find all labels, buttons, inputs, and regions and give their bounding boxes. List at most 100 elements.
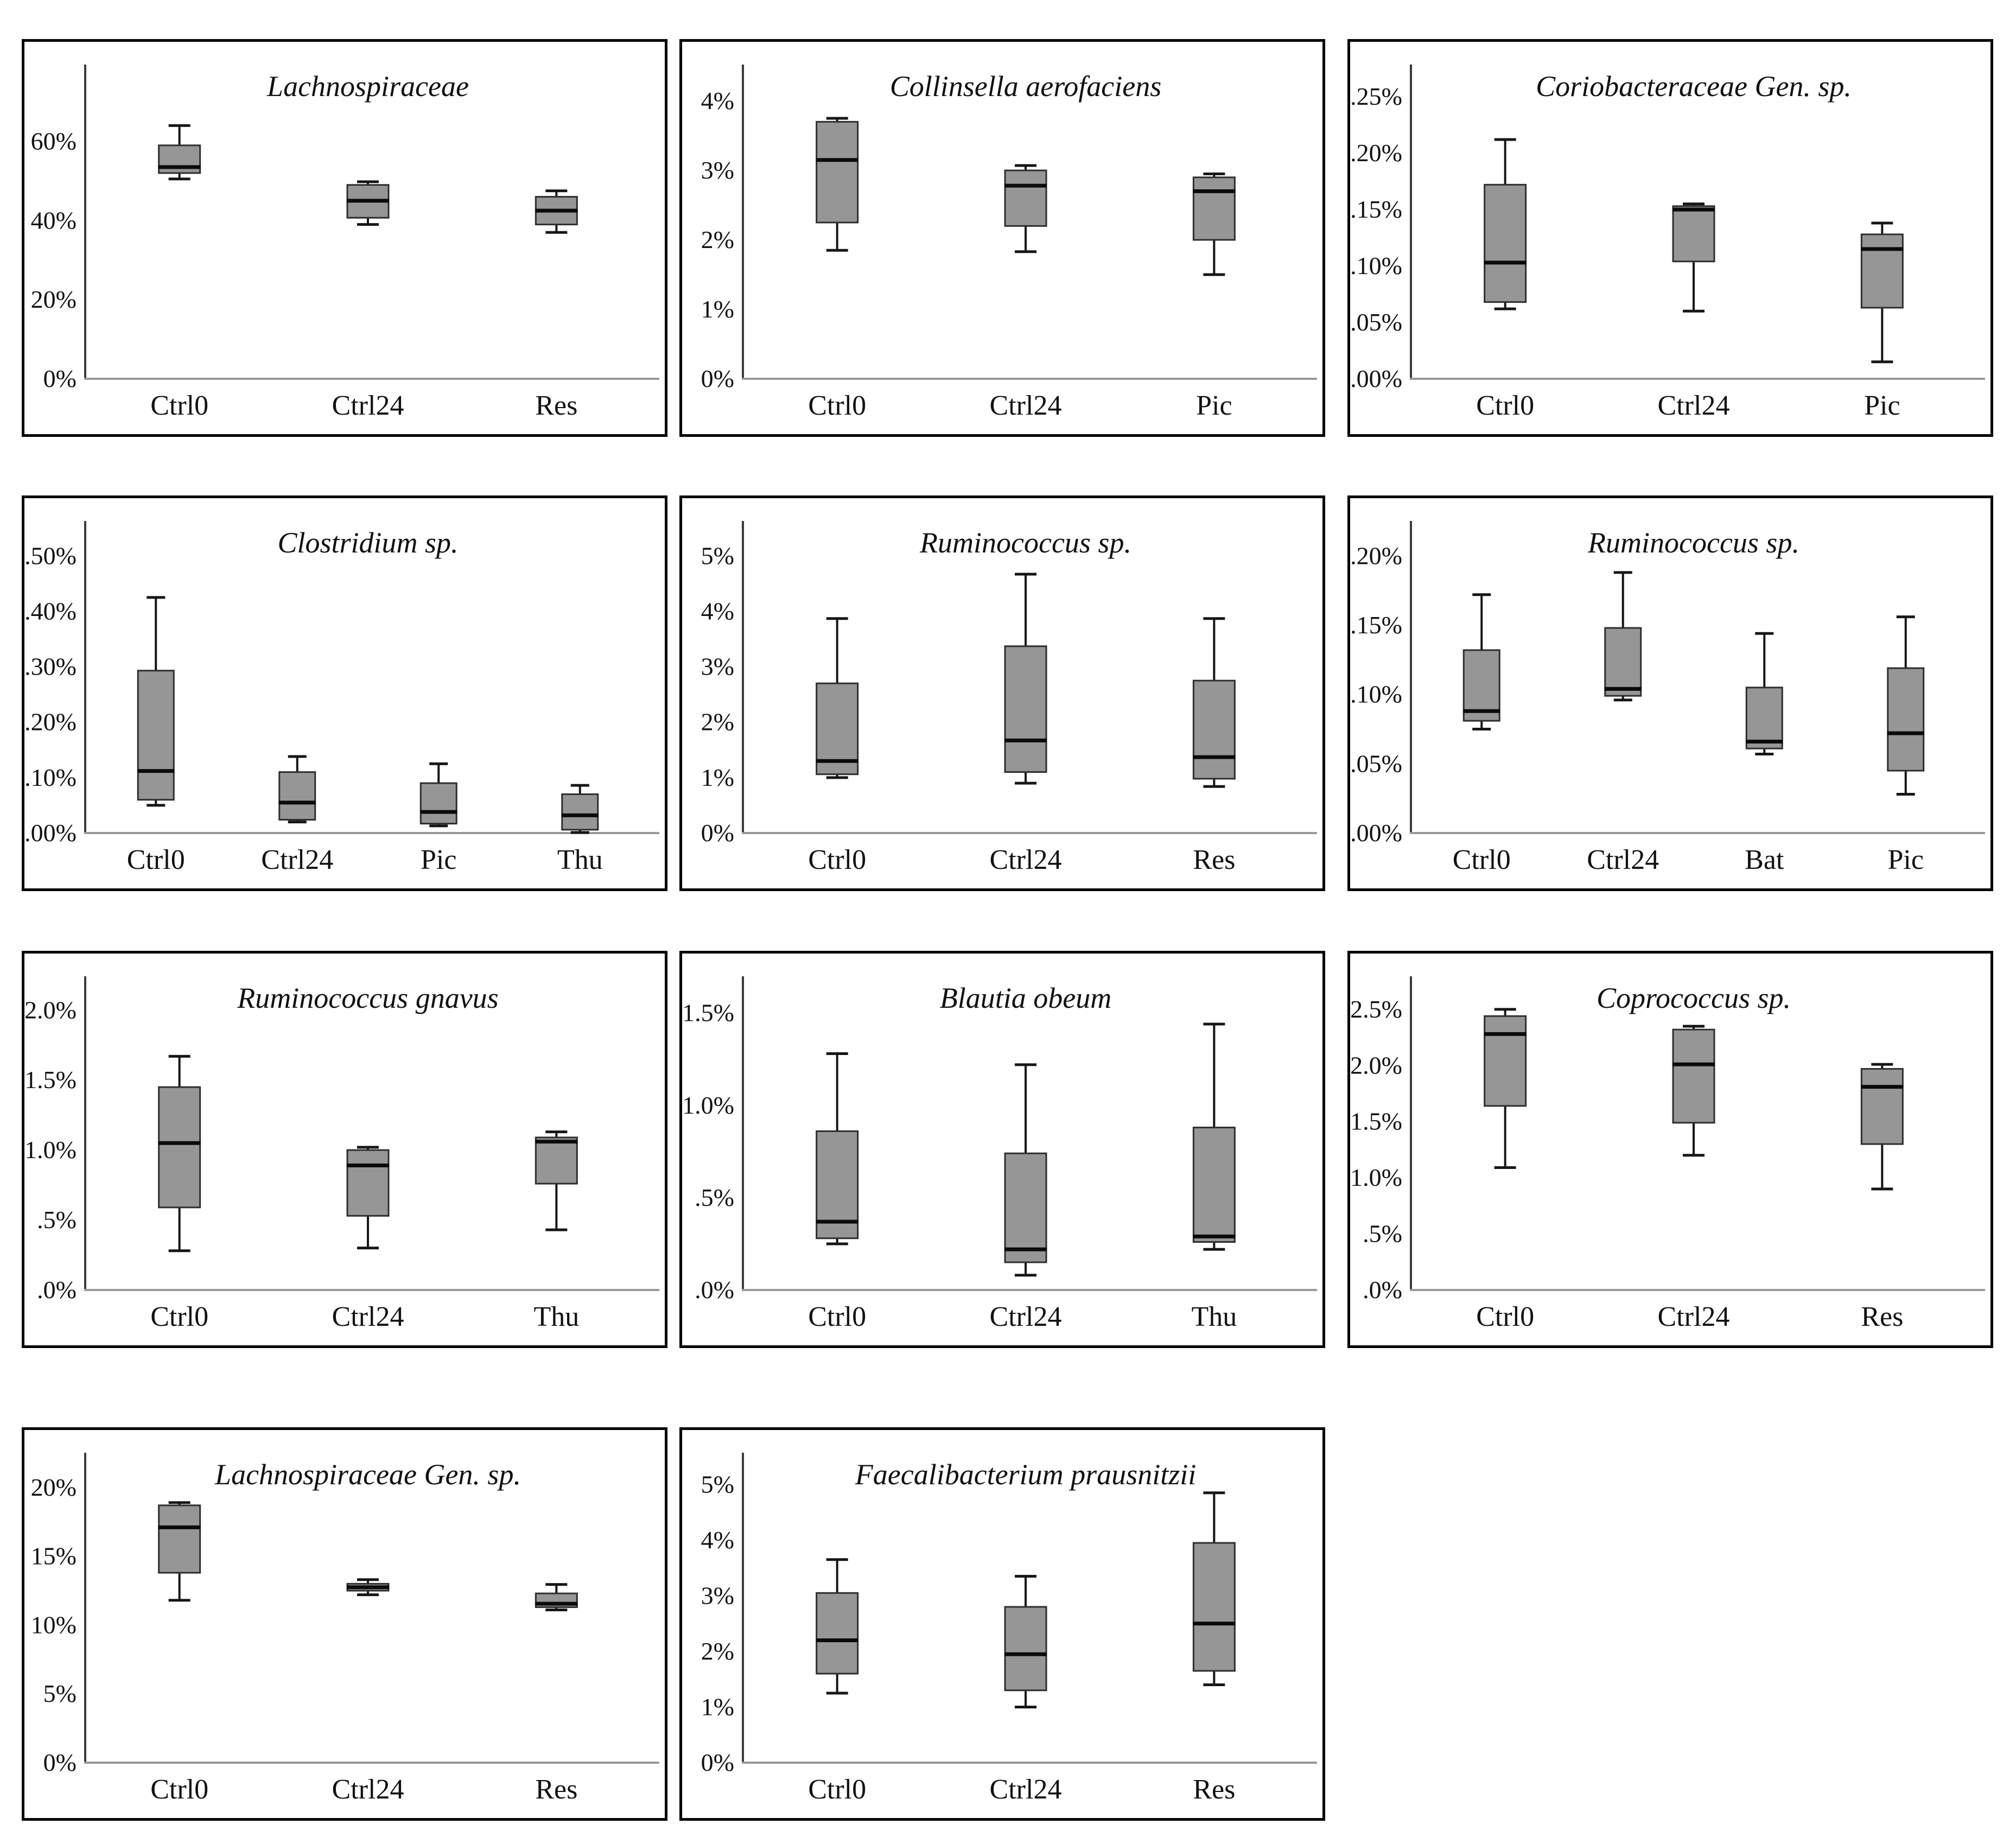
y-tick-label: .10% (1350, 681, 1402, 708)
y-tick-label: .0% (1363, 1276, 1402, 1304)
box-group-Ctrl24 (1004, 1063, 1047, 1277)
box-plot-svg: Collinsella aerofaciens 0% 1% 2% 3% 4% Ctrl0 Ct… (701, 65, 1317, 421)
chart-panel-8: Blautia obeum .0% .5% 1.0% 1.5% Ctrl0 Ctrl24 Th… (679, 951, 1325, 1348)
box-group-Ctrl0 (816, 1052, 859, 1245)
y-tick-label: 3% (701, 156, 734, 184)
y-tick-label: 10% (31, 1611, 77, 1638)
y-tick-label: 1% (701, 764, 734, 791)
x-category-label: Res (535, 390, 577, 421)
box-group-Pic (1192, 172, 1236, 276)
y-tick-label: 15% (31, 1542, 77, 1570)
y-tick-label: .5% (695, 1184, 734, 1211)
box-group-Ctrl24 (1004, 1575, 1047, 1708)
box-group-Ctrl0 (158, 1501, 201, 1602)
y-tick-label: 1.0% (682, 1091, 734, 1119)
iqr-box (1004, 169, 1047, 227)
y-tick-label: .00% (1350, 365, 1402, 392)
box-group-Ctrl24 (1004, 164, 1047, 253)
iqr-box (1192, 1127, 1236, 1243)
y-tick-label: 2.5% (1350, 995, 1402, 1023)
chart-title: Lachnospiraceae Gen. sp. (214, 1458, 521, 1491)
y-tick-label: 2% (701, 1637, 734, 1665)
chart-title: Ruminococcus sp. (919, 526, 1131, 559)
chart-title: Ruminococcus gnavus (237, 982, 498, 1014)
iqr-box (1004, 1152, 1047, 1263)
x-category-label: Pic (1864, 390, 1900, 421)
x-category-label: Res (535, 1774, 577, 1805)
x-category-label: Ctrl24 (990, 1301, 1062, 1332)
y-tick-label: .10% (1350, 252, 1402, 279)
x-category-label: Thu (533, 1301, 579, 1332)
y-tick-label: 4% (701, 597, 734, 625)
y-tick-label: .50% (24, 542, 77, 569)
x-category-label: Ctrl0 (808, 844, 866, 875)
box-group-Ctrl24 (1672, 1025, 1715, 1157)
iqr-box (1192, 1542, 1236, 1672)
y-tick-label: 5% (701, 542, 734, 569)
y-tick-label: 0% (701, 1749, 734, 1776)
box-group-Ctrl24 (346, 1146, 390, 1250)
x-category-label: Pic (421, 844, 456, 875)
box-group-Ctrl24 (346, 180, 390, 226)
box-group-Pic (419, 762, 457, 828)
box-group-Ctrl0 (816, 617, 859, 779)
iqr-box (278, 771, 316, 821)
x-category-label: Res (1193, 1774, 1235, 1805)
box-plot-svg: Lachnospiraceae Gen. sp. 0% 5% 10% 15% 20% Ctr… (31, 1453, 659, 1805)
y-tick-label: .5% (37, 1206, 77, 1234)
y-tick-label: 0% (701, 365, 734, 392)
box-plot-svg: Blautia obeum .0% .5% 1.0% 1.5% Ctrl0 Ctrl24 Th… (682, 976, 1317, 1332)
box-group-Res (1192, 617, 1236, 788)
y-tick-label: .40% (24, 597, 77, 625)
iqr-box (1462, 649, 1500, 722)
y-tick-label: 4% (701, 87, 734, 115)
box-group-Ctrl24 (1004, 573, 1047, 785)
chart-title: Coriobacteraceae Gen. sp. (1536, 70, 1852, 103)
x-category-label: Ctrl24 (990, 390, 1062, 421)
y-tick-label: .15% (1350, 195, 1402, 223)
x-category-label: Res (1193, 844, 1235, 875)
y-tick-label: 40% (31, 206, 77, 234)
box-group-Res (535, 189, 578, 234)
chart-panel-3: Coriobacteraceae Gen. sp. .00% .05% .10% .15… (1347, 39, 1993, 437)
chart-panel-10: Lachnospiraceae Gen. sp. 0% 5% 10% 15% 20% Ctr… (22, 1427, 667, 1821)
x-category-label: Ctrl24 (1658, 1301, 1730, 1332)
iqr-box (816, 1592, 859, 1675)
y-tick-label: .20% (24, 708, 77, 736)
x-category-label: Ctrl0 (150, 1301, 208, 1332)
x-category-label: Ctrl0 (150, 390, 208, 421)
chart-title: Clostridium sp. (277, 526, 458, 559)
x-category-label: Bat (1745, 844, 1784, 875)
y-tick-label: 1.5% (24, 1066, 77, 1094)
x-category-label: Ctrl24 (332, 1774, 404, 1805)
x-category-label: Thu (1191, 1301, 1237, 1332)
y-tick-label: .25% (1350, 82, 1402, 110)
y-tick-label: 1.0% (1350, 1164, 1402, 1191)
chart-panel-5: Ruminococcus sp. 0% 1% 2% 3% 4% 5% Ctrl0 Ctrl24 R… (679, 495, 1325, 891)
chart-title: Lachnospiraceae (266, 70, 469, 103)
x-category-label: Ctrl24 (332, 390, 404, 421)
y-tick-label: 1.5% (1350, 1108, 1402, 1135)
y-tick-label: 3% (701, 653, 734, 681)
y-tick-label: .0% (37, 1276, 77, 1304)
box-plot-svg: Ruminococcus sp. .00% .05% .10% .15% .20% Ctrl… (1350, 521, 1985, 875)
chart-panel-6: Ruminococcus sp. .00% .05% .10% .15% .20% Ctrl… (1347, 495, 1993, 891)
y-tick-label: 0% (43, 365, 77, 392)
y-tick-label: .05% (1350, 749, 1402, 777)
y-tick-label: .00% (1350, 819, 1402, 847)
y-tick-label: 1.5% (682, 999, 734, 1027)
y-tick-label: 2% (701, 708, 734, 736)
box-group-Ctrl24 (1604, 571, 1642, 702)
y-tick-label: 20% (31, 285, 77, 313)
x-category-label: Ctrl24 (332, 1301, 404, 1332)
chart-panel-2: Collinsella aerofaciens 0% 1% 2% 3% 4% Ctrl0 Ct… (679, 39, 1325, 437)
y-tick-label: 0% (43, 1749, 77, 1776)
iqr-box (419, 782, 457, 825)
x-category-label: Ctrl0 (150, 1774, 208, 1805)
x-category-label: Ctrl0 (1453, 844, 1511, 875)
chart-panel-7: Ruminococcus gnavus .0% .5% 1.0% 1.5% 2.0% Ctr… (22, 951, 667, 1348)
box-group-Ctrl24 (346, 1578, 390, 1597)
x-category-label: Ctrl0 (808, 1301, 866, 1332)
iqr-box (137, 670, 175, 801)
